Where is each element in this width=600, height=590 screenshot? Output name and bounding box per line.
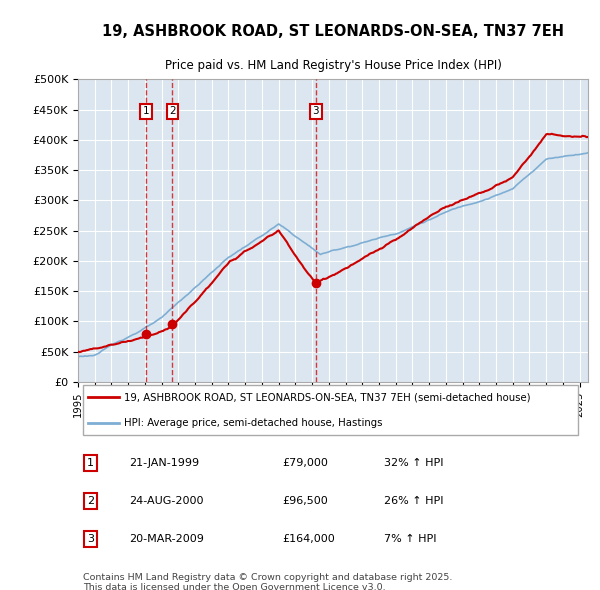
Text: £96,500: £96,500: [282, 496, 328, 506]
Text: 26% ↑ HPI: 26% ↑ HPI: [384, 496, 443, 506]
Text: HPI: Average price, semi-detached house, Hastings: HPI: Average price, semi-detached house,…: [124, 418, 382, 428]
Text: 1: 1: [87, 458, 94, 468]
Text: 19, ASHBROOK ROAD, ST LEONARDS-ON-SEA, TN37 7EH (semi-detached house): 19, ASHBROOK ROAD, ST LEONARDS-ON-SEA, T…: [124, 392, 530, 402]
Text: 19, ASHBROOK ROAD, ST LEONARDS-ON-SEA, TN37 7EH: 19, ASHBROOK ROAD, ST LEONARDS-ON-SEA, T…: [102, 24, 564, 39]
Text: 3: 3: [313, 106, 319, 116]
Text: 3: 3: [87, 534, 94, 544]
Text: 20-MAR-2009: 20-MAR-2009: [129, 534, 204, 544]
Text: 32% ↑ HPI: 32% ↑ HPI: [384, 458, 443, 468]
Text: 24-AUG-2000: 24-AUG-2000: [129, 496, 203, 506]
Text: £79,000: £79,000: [282, 458, 328, 468]
Text: 1: 1: [143, 106, 149, 116]
FancyBboxPatch shape: [83, 385, 578, 435]
Text: Price paid vs. HM Land Registry's House Price Index (HPI): Price paid vs. HM Land Registry's House …: [164, 59, 502, 73]
Text: 7% ↑ HPI: 7% ↑ HPI: [384, 534, 437, 544]
Text: £164,000: £164,000: [282, 534, 335, 544]
Text: 21-JAN-1999: 21-JAN-1999: [129, 458, 199, 468]
Text: Contains HM Land Registry data © Crown copyright and database right 2025.
This d: Contains HM Land Registry data © Crown c…: [83, 572, 452, 590]
Text: 2: 2: [169, 106, 176, 116]
Text: 2: 2: [87, 496, 94, 506]
